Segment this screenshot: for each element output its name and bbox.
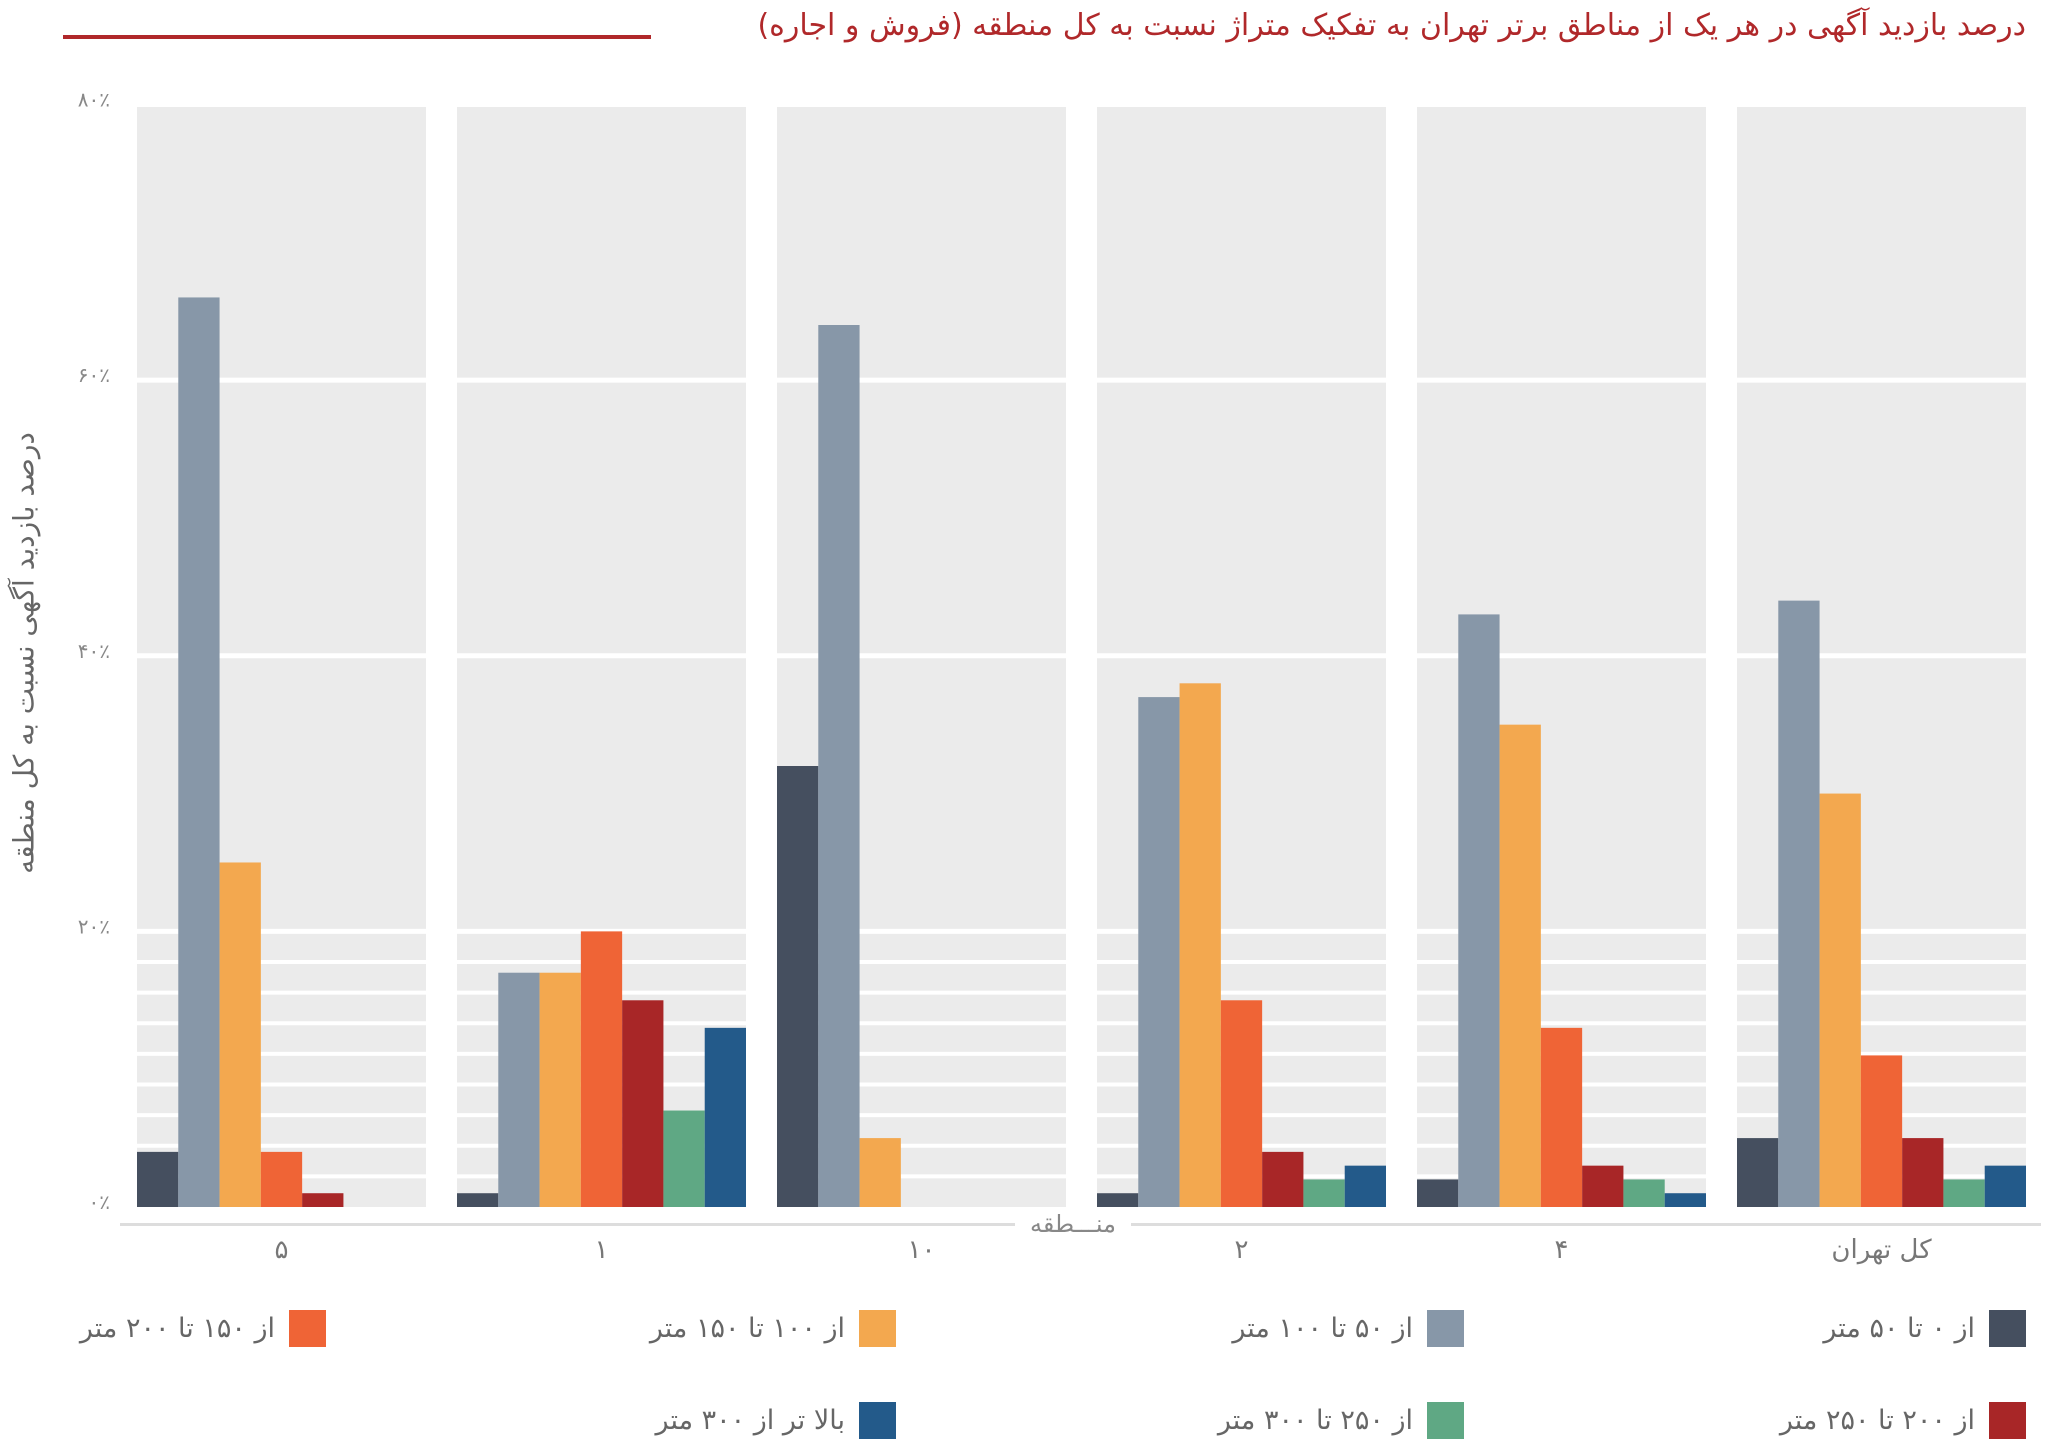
minor-gridline — [137, 1082, 2040, 1087]
bar — [1303, 1179, 1345, 1207]
bar — [859, 1138, 901, 1207]
bar — [622, 1000, 664, 1207]
bar — [1097, 1193, 1139, 1207]
bar — [1582, 1165, 1624, 1207]
x-tick-label: ۱۰ — [908, 1235, 936, 1265]
gridline — [128, 102, 2040, 107]
bar — [1499, 724, 1541, 1207]
legend-swatch — [859, 1310, 896, 1347]
legend-item: از ۲۵۰ تا ۳۰۰ متر — [1218, 1402, 1464, 1439]
bar — [663, 1110, 705, 1207]
minor-gridline — [137, 1174, 2040, 1179]
bar — [1417, 1179, 1459, 1207]
x-tick-label: ۱ — [595, 1235, 609, 1265]
legend-item: بالا تر از ۳۰۰ متر — [656, 1402, 896, 1439]
bar — [260, 1151, 303, 1207]
title-rule — [63, 35, 651, 39]
minor-gridline — [137, 1143, 2040, 1148]
bar — [1778, 600, 1820, 1207]
bar — [539, 972, 581, 1207]
bar — [1984, 1165, 2026, 1207]
x-axis-label: منـــطقه — [1030, 1210, 1116, 1238]
bar — [1902, 1138, 1944, 1207]
legend-label: بالا تر از ۳۰۰ متر — [655, 1405, 845, 1436]
x-tick-label: ۲ — [1235, 1235, 1249, 1265]
legend-swatch — [1427, 1402, 1464, 1439]
bar — [1344, 1165, 1386, 1207]
x-tick-label: ۴ — [1555, 1235, 1569, 1265]
legend-swatch — [1989, 1402, 2026, 1439]
bar — [219, 862, 261, 1207]
bar — [1860, 1055, 1903, 1207]
bar — [1819, 793, 1861, 1207]
legend-swatch — [289, 1310, 326, 1347]
legend-item: از ۱۵۰ تا ۲۰۰ متر — [80, 1310, 326, 1347]
legend-label: از ۵۰ تا ۱۰۰ متر — [1232, 1313, 1413, 1344]
chart-title: درصد بازدید آگهی در هر یک از مناطق برتر … — [757, 8, 2026, 43]
bar — [1220, 1000, 1263, 1207]
x-tick-label: کل تهران — [1831, 1235, 1932, 1265]
legend-item: از ۰ تا ۵۰ متر — [1823, 1310, 2026, 1347]
y-tick-label: ۶۰٪ — [78, 363, 110, 387]
legend-label: از ۲۵۰ تا ۳۰۰ متر — [1217, 1405, 1413, 1436]
bar — [1623, 1179, 1665, 1207]
legend-swatch — [859, 1402, 896, 1439]
minor-gridline — [137, 1113, 2040, 1118]
gridline — [128, 928, 2040, 934]
bar — [818, 325, 860, 1207]
gridline — [128, 377, 2040, 383]
bar — [1179, 683, 1221, 1207]
legend-label: از ۱۰۰ تا ۱۵۰ متر — [649, 1313, 845, 1344]
legend-swatch — [1427, 1310, 1464, 1347]
legend-item: از ۲۰۰ تا ۲۵۰ متر — [1780, 1402, 2026, 1439]
y-tick-label: ۰٪ — [89, 1190, 110, 1214]
bar — [1262, 1151, 1304, 1207]
bar — [777, 766, 819, 1207]
minor-gridline — [137, 960, 2040, 964]
bar — [1737, 1138, 1779, 1207]
bar — [1540, 1027, 1583, 1207]
gridline — [128, 653, 2040, 659]
bar — [580, 931, 623, 1207]
minor-gridline — [137, 1051, 2040, 1056]
bar — [1943, 1179, 1985, 1207]
bar — [137, 1151, 179, 1207]
y-tick-label: ۴۰٪ — [78, 639, 110, 663]
legend-label: از ۲۰۰ تا ۲۵۰ متر — [1779, 1405, 1975, 1436]
bar — [1138, 697, 1180, 1207]
minor-gridline — [137, 1021, 2040, 1026]
y-tick-label: ۸۰٪ — [78, 88, 110, 112]
bar — [1664, 1193, 1706, 1207]
x-tick-label: ۵ — [275, 1235, 289, 1265]
bar — [1458, 614, 1500, 1207]
bar — [302, 1193, 344, 1207]
legend-swatch — [1989, 1310, 2026, 1347]
x-axis-label-bg — [1015, 1210, 1131, 1240]
legend-item: از ۱۰۰ تا ۱۵۰ متر — [650, 1310, 896, 1347]
legend-item: از ۵۰ تا ۱۰۰ متر — [1232, 1310, 1464, 1347]
legend-label: از ۱۵۰ تا ۲۰۰ متر — [79, 1313, 275, 1344]
minor-gridline — [137, 990, 2040, 995]
legend-label: از ۰ تا ۵۰ متر — [1823, 1313, 1975, 1344]
bar — [178, 297, 220, 1207]
bar — [498, 972, 540, 1207]
bar — [704, 1027, 746, 1207]
y-tick-label: ۲۰٪ — [78, 914, 110, 938]
bar — [457, 1193, 499, 1207]
